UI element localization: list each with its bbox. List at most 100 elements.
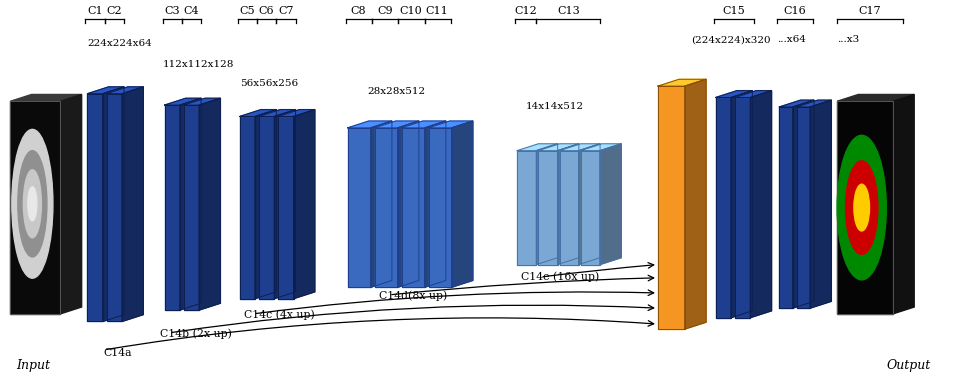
Polygon shape [103,87,124,322]
Polygon shape [107,87,144,94]
Polygon shape [780,100,814,107]
Polygon shape [278,117,293,299]
Polygon shape [716,91,753,98]
Polygon shape [123,87,144,322]
Polygon shape [259,117,274,299]
Polygon shape [581,150,600,264]
Polygon shape [428,121,473,128]
Polygon shape [579,144,600,264]
Polygon shape [61,94,82,314]
Polygon shape [517,144,558,150]
Text: C14b (2x up): C14b (2x up) [159,329,232,339]
Text: C5: C5 [239,6,255,16]
Polygon shape [164,98,201,105]
Polygon shape [452,121,473,287]
Polygon shape [735,98,751,318]
Polygon shape [259,110,295,117]
Polygon shape [179,98,201,310]
Text: C6: C6 [259,6,274,16]
Text: 224x224x64: 224x224x64 [88,39,152,48]
Polygon shape [600,144,621,264]
Polygon shape [107,94,123,322]
Polygon shape [558,144,579,264]
Polygon shape [239,110,276,117]
Text: C2: C2 [106,6,123,16]
Polygon shape [685,79,706,329]
Text: 14x14x512: 14x14x512 [526,102,584,111]
Text: C14e (16x up): C14e (16x up) [521,272,599,282]
Polygon shape [164,105,179,310]
Polygon shape [735,91,772,98]
Polygon shape [401,128,425,287]
Text: 56x56x256: 56x56x256 [239,79,298,88]
Polygon shape [793,100,814,308]
Text: C7: C7 [278,6,293,16]
Text: C9: C9 [377,6,393,16]
Text: 112x112x128: 112x112x128 [162,60,234,69]
Text: Input: Input [16,359,50,372]
Polygon shape [11,101,61,314]
Polygon shape [560,144,600,150]
Text: ...x64: ...x64 [778,35,806,44]
Polygon shape [797,107,811,308]
Polygon shape [537,144,558,264]
Polygon shape [517,150,537,264]
Polygon shape [88,94,103,322]
Polygon shape [374,128,398,287]
Text: 28x28x512: 28x28x512 [367,86,425,96]
Text: C17: C17 [859,6,881,16]
Text: C11: C11 [426,6,449,16]
Polygon shape [731,91,753,318]
Polygon shape [371,121,392,287]
Polygon shape [255,110,276,299]
Polygon shape [401,121,446,128]
Polygon shape [374,121,419,128]
Polygon shape [183,105,199,310]
Polygon shape [581,144,621,150]
Polygon shape [274,110,295,299]
Polygon shape [428,128,452,287]
Polygon shape [293,110,315,299]
Polygon shape [88,87,124,94]
Text: C12: C12 [514,6,538,16]
Polygon shape [239,117,255,299]
Text: C13: C13 [557,6,580,16]
Text: C14d(8x up): C14d(8x up) [379,290,448,301]
Text: C10: C10 [400,6,423,16]
Ellipse shape [12,130,53,278]
Polygon shape [658,86,685,329]
Polygon shape [837,101,893,314]
Text: C1: C1 [87,6,103,16]
Polygon shape [278,110,315,117]
Text: C16: C16 [784,6,806,16]
Polygon shape [538,144,579,150]
Polygon shape [893,94,914,314]
Polygon shape [780,107,793,308]
Text: Output: Output [886,359,930,372]
Polygon shape [199,98,220,310]
Ellipse shape [837,135,886,280]
Polygon shape [425,121,446,287]
Polygon shape [11,94,82,101]
Text: (224x224)x320: (224x224)x320 [691,35,770,44]
Polygon shape [538,150,558,264]
Polygon shape [837,94,914,101]
Polygon shape [751,91,772,318]
Text: C15: C15 [723,6,745,16]
Ellipse shape [23,170,41,238]
Ellipse shape [28,187,37,221]
Polygon shape [347,121,392,128]
Polygon shape [716,98,731,318]
Polygon shape [797,100,831,107]
Polygon shape [658,79,706,86]
Text: C14a: C14a [104,347,132,357]
Polygon shape [347,128,371,287]
Polygon shape [560,150,579,264]
Text: C14c (4x up): C14c (4x up) [243,310,315,320]
Polygon shape [398,121,419,287]
Polygon shape [811,100,831,308]
Ellipse shape [845,161,878,255]
Text: C8: C8 [350,6,366,16]
Text: C3: C3 [164,6,180,16]
Polygon shape [183,98,220,105]
